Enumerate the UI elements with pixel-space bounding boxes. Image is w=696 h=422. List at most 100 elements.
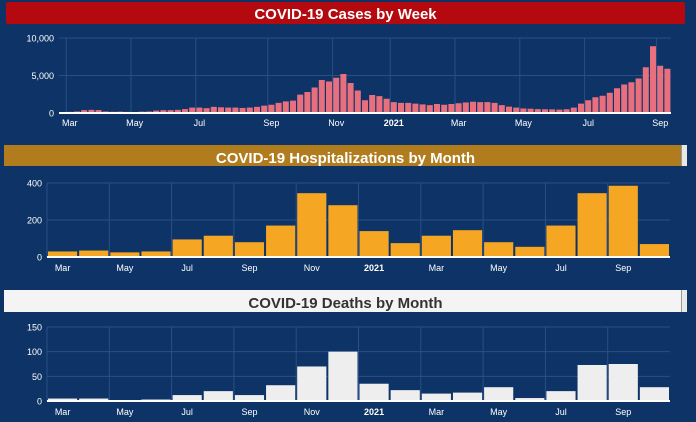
cases-bar	[635, 78, 642, 113]
deaths-bar	[484, 387, 514, 401]
hospitalizations-bar	[359, 231, 389, 257]
cases-bar	[412, 103, 419, 114]
cases-bar	[88, 109, 95, 113]
hospitalizations-bar	[203, 235, 233, 257]
cases-bar	[563, 109, 570, 113]
deaths-bar	[515, 398, 545, 401]
cases-bar	[419, 104, 426, 114]
cases-bar	[254, 106, 260, 113]
cases-bar	[225, 107, 232, 113]
cases-bar	[189, 107, 196, 113]
deaths-bar	[421, 393, 451, 401]
hospitalizations-bar	[172, 239, 202, 257]
hospitalizations-bar	[297, 193, 327, 257]
cases-bar	[210, 106, 217, 113]
cases-bar	[542, 109, 548, 113]
cases-bar	[311, 87, 318, 113]
cases-bar	[290, 100, 296, 114]
cases-bar	[657, 65, 664, 113]
cases-bar	[642, 67, 649, 113]
cases-bar	[426, 105, 433, 114]
cases-bar	[153, 110, 160, 113]
cases-bar	[462, 102, 469, 113]
cases-bar	[664, 68, 671, 113]
hospitalizations-bar	[452, 230, 483, 257]
deaths-bar	[234, 395, 265, 401]
cases-bar	[527, 108, 534, 113]
cases-x-tick-label: Jul	[582, 118, 594, 128]
deaths-x-tick-label: May	[490, 407, 508, 417]
cases-x-tick-label: May	[126, 118, 144, 128]
cases-bar	[362, 100, 368, 113]
hospitalizations-bar	[484, 242, 514, 257]
cases-bar	[650, 46, 656, 113]
cases-bar	[376, 96, 383, 114]
hospitalizations-x-tick-label: May	[490, 263, 508, 273]
deaths-y-tick-label: 150	[27, 323, 42, 333]
cases-bar	[549, 109, 556, 113]
deaths-bar	[328, 351, 358, 401]
hospitalizations-bar	[390, 243, 420, 258]
hospitalizations-y-tick-label: 400	[27, 179, 42, 189]
hospitalizations-x-tick-label: Jul	[181, 263, 193, 273]
cases-bar	[218, 107, 224, 113]
banner-scrollbar[interactable]	[681, 145, 687, 166]
deaths-x-tick-label: Sep	[615, 407, 631, 417]
cases-bar	[383, 98, 390, 113]
hospitalizations-x-tick-label: Mar	[429, 263, 445, 273]
deaths-bar	[172, 395, 202, 401]
cases-x-tick-label: Mar	[62, 118, 78, 128]
cases-bar	[95, 110, 102, 113]
hospitalizations-x-tick-label: May	[116, 263, 134, 273]
hospitalizations-bar	[546, 225, 576, 257]
deaths-y-tick-label: 100	[27, 347, 42, 357]
hospitalizations-x-tick-label: Sep	[615, 263, 631, 273]
cases-bar	[556, 109, 563, 114]
cases-bar	[333, 77, 340, 113]
hospitalizations-bar	[577, 193, 607, 257]
deaths-bar	[79, 398, 109, 401]
hospitalizations-x-tick-label: Jul	[555, 263, 567, 273]
cases-bar	[498, 105, 505, 114]
cases-bar	[326, 81, 332, 113]
cases-bar	[304, 92, 311, 113]
cases-x-tick-label: May	[515, 118, 533, 128]
cases-bar	[239, 107, 246, 113]
hospitalizations-chart-title: COVID-19 Hospitalizations by Month	[215, 150, 476, 166]
cases-bar	[203, 108, 210, 113]
hospitalizations-bar	[266, 225, 296, 257]
deaths-bar	[577, 364, 607, 401]
deaths-bar	[608, 364, 638, 401]
cases-bar	[513, 107, 520, 113]
cases-bar	[448, 104, 455, 113]
cases-bar	[491, 102, 498, 114]
cases-bar	[297, 94, 304, 114]
cases-y-tick-label: 10,000	[26, 34, 54, 44]
deaths-bar	[297, 366, 327, 401]
cases-bar	[621, 84, 628, 113]
cases-bar	[578, 103, 584, 114]
cases-x-tick-label: 2021	[384, 118, 404, 128]
cases-bar	[275, 102, 282, 114]
cases-chart-title: COVID-19 Cases by Week	[254, 6, 437, 23]
hospitalizations-x-tick-label: 2021	[364, 263, 384, 273]
deaths-x-tick-label: 2021	[364, 407, 384, 417]
cases-x-tick-label: Jul	[194, 118, 206, 128]
deaths-chart-title-banner: COVID-19 Deaths by Month	[4, 290, 687, 312]
cases-bar	[398, 102, 404, 114]
deaths-bar	[266, 385, 296, 401]
hospitalizations-bar	[79, 250, 109, 257]
hospitalizations-x-tick-label: Sep	[241, 263, 257, 273]
deaths-bar	[359, 383, 389, 401]
hospitalizations-bar	[110, 252, 140, 258]
deaths-bar	[546, 391, 576, 401]
cases-bar	[160, 110, 167, 113]
banner-scrollbar[interactable]	[681, 290, 687, 312]
cases-bar	[592, 97, 599, 113]
cases-bar	[477, 102, 484, 114]
cases-bar	[628, 82, 635, 113]
cases-bar	[614, 88, 620, 113]
cases-bar	[520, 108, 527, 113]
cases-bar	[599, 95, 606, 113]
